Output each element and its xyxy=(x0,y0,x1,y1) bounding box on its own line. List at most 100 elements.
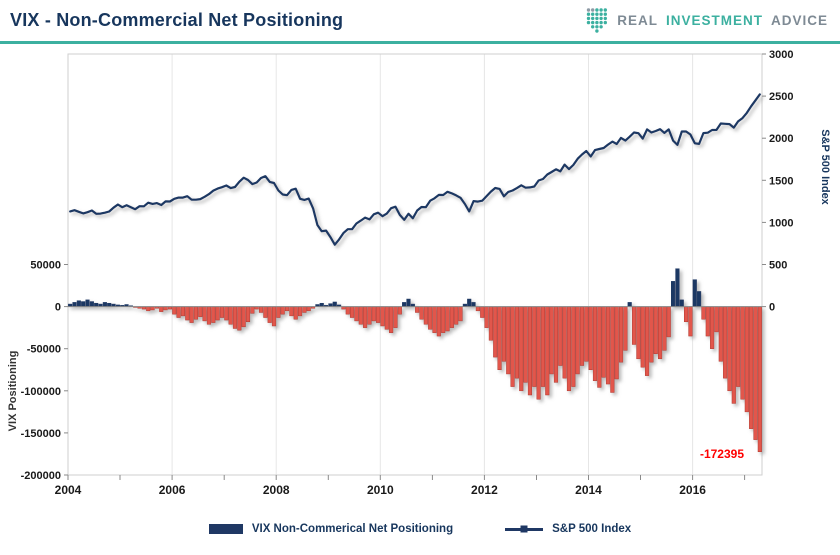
vix-bar xyxy=(536,306,541,400)
vix-bar xyxy=(454,306,459,325)
vix-bar xyxy=(527,306,533,396)
vix-bar xyxy=(358,306,363,325)
vix-bar xyxy=(211,306,216,323)
vix-bar xyxy=(284,306,290,312)
vix-bar xyxy=(618,306,624,363)
legend-item-vix: VIX Non-Commerical Net Positioning xyxy=(208,523,453,535)
vix-bar xyxy=(484,306,489,328)
header: VIX - Non-Commercial Net Positioning REA… xyxy=(0,0,840,44)
vix-bar xyxy=(501,306,506,362)
vix-bar xyxy=(623,306,628,351)
vix-bar xyxy=(237,306,242,331)
vix-bar xyxy=(250,306,255,314)
vix-bar xyxy=(588,306,593,371)
vix-bar xyxy=(354,306,359,322)
vix-bar xyxy=(727,306,732,392)
vix-bar xyxy=(697,291,702,307)
vix-bar xyxy=(228,306,233,325)
right-tick-label: 1000 xyxy=(769,217,793,229)
vix-bar xyxy=(146,306,151,312)
left-axis-title: VIX Positioning xyxy=(7,351,19,432)
vix-bar xyxy=(224,306,229,321)
vix-bar xyxy=(415,306,420,313)
last-value-annotation: -172395 xyxy=(700,447,744,461)
vix-bar xyxy=(493,306,498,358)
vix-bar xyxy=(89,301,94,307)
vix-bar xyxy=(597,306,602,388)
vix-bar xyxy=(441,306,446,333)
vix-bar xyxy=(688,306,693,337)
vix-bar xyxy=(76,300,81,307)
vix-bar xyxy=(176,306,181,318)
vix-bar xyxy=(432,306,437,333)
vix-bar xyxy=(653,306,658,355)
vix-bar xyxy=(258,306,264,313)
vix-bar xyxy=(584,306,589,362)
vix-bar xyxy=(419,306,424,320)
vix-bar xyxy=(150,306,155,311)
vix-bar xyxy=(705,306,710,337)
vix-bar xyxy=(545,306,550,396)
vix-bar xyxy=(658,306,663,360)
vix-bar xyxy=(423,306,428,325)
vix-bar xyxy=(467,298,472,307)
vix-bar xyxy=(540,306,546,387)
right-axis-ticks: 3000 2500 2000 1500 1000 500 0 xyxy=(762,49,793,314)
sp500-line-swatch-icon xyxy=(505,525,544,533)
vix-bar xyxy=(458,306,463,322)
page-title: VIX - Non-Commercial Net Positioning xyxy=(10,10,344,30)
vix-bar xyxy=(159,306,164,312)
left-axis-ticks: 50000 0 -50000 -100000 -150000 -200000 xyxy=(21,260,68,482)
vix-bar xyxy=(631,306,637,345)
left-tick-label: -200000 xyxy=(21,470,61,482)
right-tick-label: 3000 xyxy=(769,49,793,61)
vix-bar xyxy=(684,306,689,323)
legend-label-sp500: S&P 500 Index xyxy=(552,523,632,535)
vix-bar xyxy=(649,306,654,363)
vix-bar xyxy=(206,306,212,325)
vix-bar xyxy=(219,306,225,318)
vix-bar xyxy=(245,306,251,323)
logo-word-investment: INVESTMENT xyxy=(665,13,763,28)
chart-area: 50000 0 -50000 -100000 -150000 -200000 3000 250… xyxy=(0,44,840,506)
vix-bar xyxy=(94,302,99,307)
vix-bar xyxy=(749,306,754,429)
dotted-shield-icon xyxy=(587,8,608,33)
vix-bar xyxy=(736,306,741,387)
right-tick-label: 500 xyxy=(769,260,787,272)
vix-bar xyxy=(389,306,394,333)
vix-bar xyxy=(202,306,207,322)
vix-bar xyxy=(263,306,268,318)
vix-bar xyxy=(241,306,246,328)
x-tick-label: 2006 xyxy=(159,483,186,497)
vix-bar xyxy=(692,279,697,307)
vix-bar xyxy=(393,306,398,328)
left-tick-label: -50000 xyxy=(27,344,61,356)
right-tick-label: 0 xyxy=(769,302,775,314)
combo-chart: 50000 0 -50000 -100000 -150000 -200000 3000 250… xyxy=(7,49,831,497)
vix-bar xyxy=(514,306,519,379)
vix-bar xyxy=(198,306,203,317)
x-axis-ticks: 2004 2006 2008 2010 2012 2014 2016 xyxy=(55,475,746,497)
vix-bar xyxy=(276,306,281,318)
vix-bar xyxy=(297,306,303,317)
vix-bar xyxy=(302,306,307,313)
vix-bar xyxy=(72,302,77,307)
vix-bar xyxy=(614,306,619,380)
vix-bar xyxy=(579,306,585,366)
logo-word-real: REAL xyxy=(617,13,658,28)
left-tick-label: -150000 xyxy=(21,428,61,440)
vix-bar xyxy=(558,306,563,366)
vix-bar xyxy=(549,306,554,375)
ria-logo: REAL INVESTMENT ADVICE xyxy=(585,7,828,34)
vix-bar xyxy=(480,306,485,318)
vix-bar xyxy=(523,306,528,383)
vix-bar xyxy=(402,302,407,307)
vix-bar xyxy=(506,306,511,375)
vix-bar xyxy=(449,306,454,328)
vix-bar xyxy=(610,306,615,393)
x-tick-label: 2016 xyxy=(679,483,706,497)
vix-bar xyxy=(332,301,337,307)
vix-bar xyxy=(380,306,385,327)
vix-bar xyxy=(180,306,186,317)
